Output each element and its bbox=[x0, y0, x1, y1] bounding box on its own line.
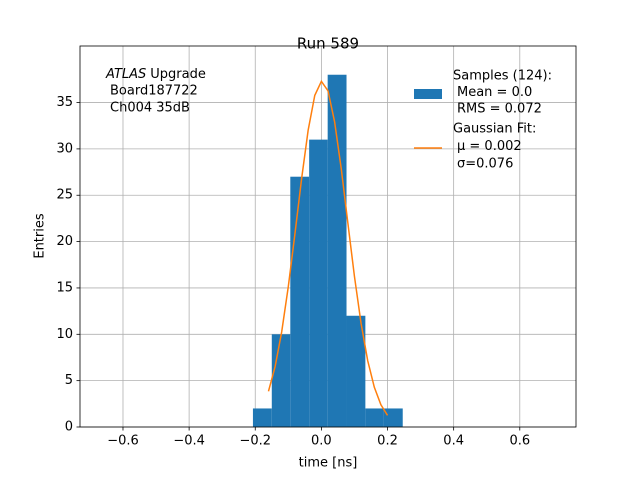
x-tick-label: −0.2 bbox=[239, 434, 271, 449]
y-tick-label: 15 bbox=[56, 280, 73, 295]
axes-frame bbox=[79, 45, 577, 428]
legend-patch bbox=[414, 89, 442, 99]
legend-label: RMS = 0.072 bbox=[457, 102, 542, 117]
x-tick-label: −0.6 bbox=[107, 434, 139, 449]
bar bbox=[327, 74, 347, 427]
x-tick-label: 0.4 bbox=[443, 434, 464, 449]
legend-label: σ=0.076 bbox=[457, 157, 513, 172]
fit-line bbox=[267, 79, 389, 416]
y-tick-label: 30 bbox=[56, 141, 73, 156]
annotation-line: Upgrade bbox=[150, 67, 206, 82]
x-tick-label: −0.4 bbox=[173, 434, 205, 449]
chart-title: Run 589 bbox=[297, 35, 359, 53]
bar bbox=[290, 176, 310, 427]
bar bbox=[271, 334, 291, 427]
bar bbox=[309, 139, 328, 427]
x-tick-label: 0.2 bbox=[377, 434, 398, 449]
y-tick-label: 10 bbox=[56, 327, 73, 342]
x-tick-label: 0.6 bbox=[509, 434, 530, 449]
x-axis-label: time [ns] bbox=[299, 456, 358, 471]
y-tick-label: 35 bbox=[56, 95, 73, 110]
y-tick-label: 0 bbox=[65, 420, 73, 435]
y-tick-label: 20 bbox=[56, 234, 73, 249]
legend-label: μ = 0.002 bbox=[457, 139, 522, 154]
legend-label: Samples (124): bbox=[453, 69, 552, 84]
x-tick-label: 0.0 bbox=[311, 434, 332, 449]
annotation: ATLAS Upgrade bbox=[105, 67, 206, 82]
bar bbox=[383, 408, 403, 427]
bar bbox=[252, 408, 272, 427]
annotation-line: Ch004 35dB bbox=[110, 101, 190, 116]
y-axis-label: Entries bbox=[33, 213, 48, 259]
legend-label: Mean = 0.0 bbox=[457, 85, 532, 100]
bar bbox=[346, 315, 366, 427]
annotation-italic: ATLAS bbox=[105, 67, 146, 82]
y-tick-label: 25 bbox=[56, 188, 73, 203]
bar bbox=[365, 408, 384, 427]
annotation-line: Board187722 bbox=[110, 84, 198, 99]
y-tick-label: 5 bbox=[65, 373, 73, 388]
legend-label: Gaussian Fit: bbox=[453, 122, 536, 137]
